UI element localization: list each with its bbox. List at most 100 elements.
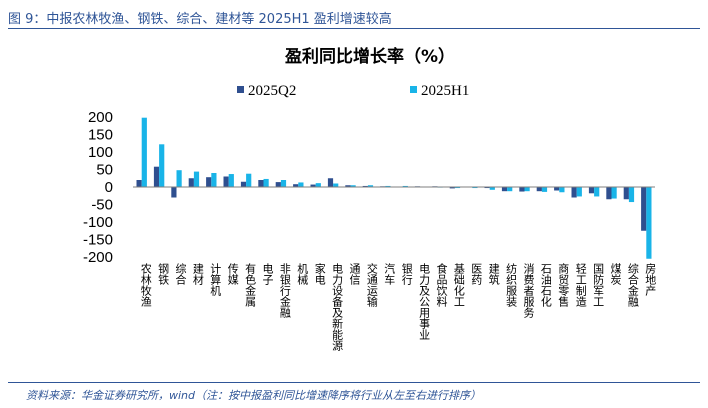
x-tick-label: 房地产 — [644, 263, 657, 297]
bar-chart: 盈利同比增长率（%） 2025Q2 2025H1 -200-150-100-50… — [83, 46, 657, 352]
x-tick-label: 商贸零售 — [557, 262, 570, 308]
top-rule — [8, 28, 700, 29]
legend-swatch-2025h1 — [410, 86, 417, 93]
x-tick-label: 纺织服装 — [505, 262, 518, 308]
bar-2025h1 — [628, 187, 635, 203]
bar-2025q2 — [275, 182, 281, 187]
bars — [136, 117, 652, 259]
y-tick-label: -150 — [83, 232, 113, 249]
bar-2025h1 — [176, 170, 182, 187]
x-tick-label: 轻工制造 — [574, 262, 587, 307]
bar-2025h1 — [228, 174, 234, 187]
source-note: 资料来源：华金证券研究所，wind（注：按中报盈利同比增速降序将行业从左至右进行… — [26, 389, 482, 402]
y-tick-label: 150 — [88, 127, 113, 144]
bar-2025q2 — [623, 187, 629, 200]
bar-2025h1 — [402, 185, 408, 187]
bar-2025h1 — [454, 187, 461, 189]
bar-2025q2 — [362, 185, 368, 187]
bar-2025h1 — [385, 185, 391, 187]
y-tick-label: 50 — [96, 162, 113, 179]
bar-2025q2 — [206, 177, 212, 187]
bar-2025h1 — [263, 178, 269, 187]
bar-2025h1 — [141, 117, 147, 187]
bar-2025q2 — [240, 181, 247, 187]
bar-2025h1 — [280, 180, 287, 187]
x-tick-label: 计算机 — [209, 263, 222, 296]
x-tick-label: 通信 — [348, 263, 361, 286]
x-tick-label: 综合金融 — [626, 262, 639, 308]
bar-2025h1 — [472, 187, 478, 189]
x-tick-label: 电力及公用事业 — [418, 263, 431, 340]
x-tick-label: 食品饮料 — [435, 262, 448, 308]
x-tick-label: 基础化工 — [452, 263, 465, 307]
x-tick-label: 电子 — [261, 263, 274, 285]
bar-2025q2 — [641, 187, 647, 231]
bar-2025h1 — [507, 187, 513, 192]
bar-2025q2 — [171, 187, 177, 198]
bar-2025q2 — [536, 187, 542, 192]
x-tick-label: 农林牧渔 — [139, 262, 152, 308]
x-tick-label: 汽车 — [383, 262, 396, 286]
bar-2025q2 — [571, 187, 577, 198]
bar-2025h1 — [576, 187, 582, 197]
x-tick-label: 有色金属 — [244, 262, 257, 308]
legend-label-2025q2: 2025Q2 — [248, 83, 296, 99]
bar-2025q2 — [310, 184, 316, 187]
bar-2025q2 — [327, 178, 334, 187]
x-tick-label: 银行 — [400, 262, 413, 286]
x-tick-label: 石油石化 — [539, 263, 552, 308]
x-tick-label: 煤炭 — [609, 263, 622, 286]
x-tick-label: 建筑 — [487, 262, 500, 285]
x-tick-label: 国防军工 — [592, 263, 605, 307]
bar-2025q2 — [501, 187, 508, 192]
bar-2025q2 — [136, 180, 142, 187]
bar-2025q2 — [345, 185, 351, 187]
bar-2025q2 — [588, 187, 595, 194]
bar-2025h1 — [594, 187, 600, 197]
x-tick-label: 传媒 — [226, 263, 239, 286]
x-tick-label: 消费者服务 — [522, 262, 535, 318]
bar-2025h1 — [367, 185, 374, 187]
legend-swatch-2025q2 — [237, 86, 244, 93]
bar-2025h1 — [350, 185, 356, 187]
y-tick-label: -100 — [83, 214, 113, 231]
x-tick-label: 机械 — [296, 262, 309, 286]
bar-2025q2 — [188, 178, 194, 187]
bar-2025h1 — [611, 187, 617, 199]
x-tick-label: 钢铁 — [157, 263, 170, 285]
x-tick-label: 交通运输 — [365, 262, 378, 308]
x-tick-label: 家电 — [313, 262, 326, 285]
bar-2025h1 — [559, 187, 565, 193]
bar-2025q2 — [293, 184, 299, 187]
bar-2025q2 — [606, 187, 612, 200]
x-tick-label: 综合 — [174, 262, 187, 285]
bar-2025h1 — [298, 182, 304, 187]
y-tick-label: 0 — [105, 179, 113, 196]
bar-2025q2 — [153, 166, 160, 187]
chart-title: 盈利同比增长率（%） — [284, 46, 455, 67]
x-tick-label: 建材 — [191, 262, 204, 285]
bar-2025q2 — [223, 176, 229, 187]
bar-2025h1 — [159, 144, 165, 187]
bar-2025h1 — [524, 187, 530, 192]
y-tick-label: 100 — [88, 144, 113, 161]
bar-2025q2 — [258, 180, 264, 187]
bar-2025h1 — [246, 173, 252, 187]
bar-2025q2 — [519, 187, 525, 192]
x-tick-label: 医药 — [470, 263, 483, 286]
bar-2025h1 — [489, 187, 495, 190]
bottom-rule — [8, 382, 700, 383]
y-tick-label: -200 — [83, 249, 113, 266]
x-tick-label: 电力设备及新能源 — [331, 263, 344, 352]
bar-2025q2 — [449, 187, 455, 189]
bar-2025h1 — [541, 187, 548, 192]
bar-2025q2 — [484, 187, 490, 189]
legend: 2025Q2 2025H1 — [237, 83, 469, 99]
y-tick-label: -50 — [91, 197, 113, 214]
bar-2025h1 — [646, 187, 652, 259]
legend-label-2025h1: 2025H1 — [421, 83, 469, 99]
y-tick-label: 200 — [88, 109, 113, 126]
bar-2025h1 — [315, 183, 321, 187]
figure-title: 图 9：中报农林牧渔、钢铁、综合、建材等 2025H1 盈利增速较高 — [8, 12, 392, 27]
